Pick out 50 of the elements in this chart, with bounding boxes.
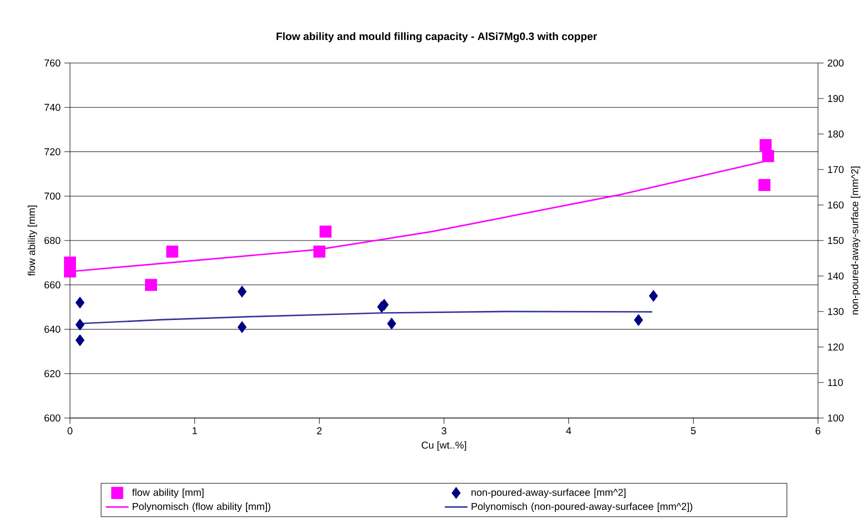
legend-label: flow ability [mm]	[132, 488, 204, 498]
point	[762, 150, 774, 162]
x-tick-label: 1	[192, 427, 197, 434]
y2-tick-label: 190	[828, 94, 844, 102]
y2-tick-label: 110	[828, 378, 843, 386]
point	[76, 296, 84, 308]
x-tick-label: 0	[68, 427, 72, 434]
point	[238, 286, 247, 298]
y-axis-title: flow ability [mm]	[28, 206, 38, 276]
point	[320, 226, 332, 238]
y2-tick-label: 120	[828, 343, 844, 351]
point	[238, 321, 247, 333]
legend-label: Polynomisch (flow ability [mm])	[132, 502, 270, 512]
point	[145, 278, 158, 291]
point	[387, 318, 396, 330]
point	[758, 179, 770, 192]
point	[648, 290, 658, 302]
y-tick-label: 700	[44, 192, 60, 200]
x-tick-label: 2	[317, 427, 322, 434]
y-tick-label: 740	[44, 104, 60, 111]
y2-tick-label: 170	[828, 166, 844, 174]
y-tick-label: 620	[44, 370, 60, 378]
y-tick-label: 680	[44, 236, 60, 244]
y2-tick-label: 160	[828, 201, 844, 209]
point	[76, 334, 84, 346]
legend-label: non-poured-away-surfacee [mm^2]	[472, 488, 626, 498]
y-tick-label: 720	[44, 148, 60, 156]
y2-tick-label: 140	[828, 272, 844, 280]
point	[166, 246, 178, 258]
legend-label: Polynomisch (non-poured-away-surfacee [mm^2])	[472, 502, 692, 512]
y2-tick-label: 180	[828, 130, 844, 138]
x-tick-label: 4	[566, 427, 572, 434]
y-tick-label: 760	[44, 59, 60, 67]
y-tick-label: 640	[44, 326, 60, 333]
y2-tick-label: 130	[828, 308, 844, 316]
x-tick-label: 6	[816, 427, 820, 434]
chart-title: Flow ability and mould filling capacity - AlSi7Mg0.3 with copper	[276, 32, 598, 42]
point	[76, 318, 84, 331]
y2-tick-label: 200	[828, 59, 844, 67]
y2-axis-title: non-poured-away-surface [mm^2]	[850, 166, 860, 314]
y-tick-label: 660	[44, 281, 60, 288]
x-axis-title: Cu [wt..%]	[422, 441, 466, 451]
point	[760, 139, 772, 152]
y-tick-label: 600	[44, 414, 60, 422]
y2-tick-label: 150	[828, 236, 844, 244]
x-tick-label: 5	[690, 427, 696, 434]
point	[634, 314, 643, 326]
point	[313, 246, 326, 258]
x-tick-label: 3	[442, 427, 446, 434]
y2-tick-label: 100	[828, 414, 844, 422]
